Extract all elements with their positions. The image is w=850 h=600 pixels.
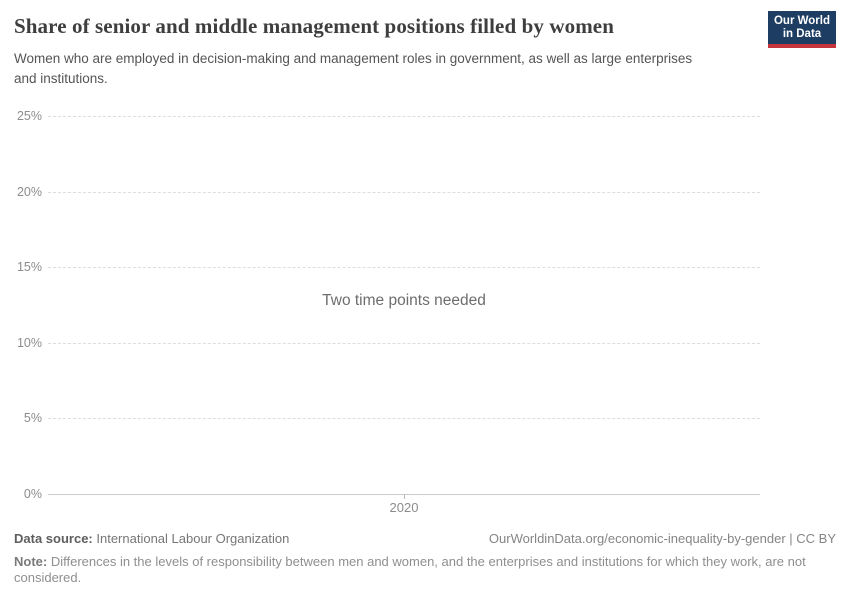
y-gridline-25% bbox=[48, 116, 760, 117]
x-axis-tick-mark bbox=[404, 494, 405, 499]
empty-state-message: Two time points needed bbox=[322, 292, 486, 309]
chart-footer: Data source: International Labour Organi… bbox=[14, 531, 836, 585]
x-axis-tick-label-2020: 2020 bbox=[389, 500, 419, 515]
y-gridline-15% bbox=[48, 267, 760, 269]
chart-note: Note: Differences in the levels of respo… bbox=[14, 554, 836, 585]
y-axis-tick-label-10%: 10% bbox=[16, 335, 42, 350]
note-value: Differences in the levels of responsibil… bbox=[14, 554, 806, 585]
y-gridline-20% bbox=[48, 191, 760, 193]
owid-logo-line1: Our World bbox=[773, 14, 830, 27]
owid-logo-line2: in Data bbox=[782, 27, 822, 40]
owid-logo[interactable]: Our World in Data bbox=[768, 11, 836, 48]
y-axis-tick-label-5%: 5% bbox=[23, 411, 42, 426]
data-source-value: International Labour Organization bbox=[92, 531, 290, 546]
y-axis-tick-label-15%: 15% bbox=[16, 260, 42, 275]
chart-title: Share of senior and middle management po… bbox=[14, 14, 614, 38]
license-link[interactable]: OurWorldinData.org/economic-inequality-b… bbox=[488, 531, 836, 546]
y-gridline-5% bbox=[48, 418, 760, 420]
chart-subtitle: Women who are employed in decision-makin… bbox=[14, 51, 693, 86]
data-source-label: Data source: bbox=[14, 531, 93, 546]
y-axis-tick-label-25%: 25% bbox=[16, 109, 42, 123]
data-source: Data source: International Labour Organi… bbox=[14, 531, 289, 547]
y-gridline-10% bbox=[48, 342, 760, 344]
note-label: Note: bbox=[14, 554, 48, 569]
y-axis-tick-label-0%: 0% bbox=[23, 487, 42, 501]
y-axis-tick-label-20%: 20% bbox=[16, 184, 42, 199]
